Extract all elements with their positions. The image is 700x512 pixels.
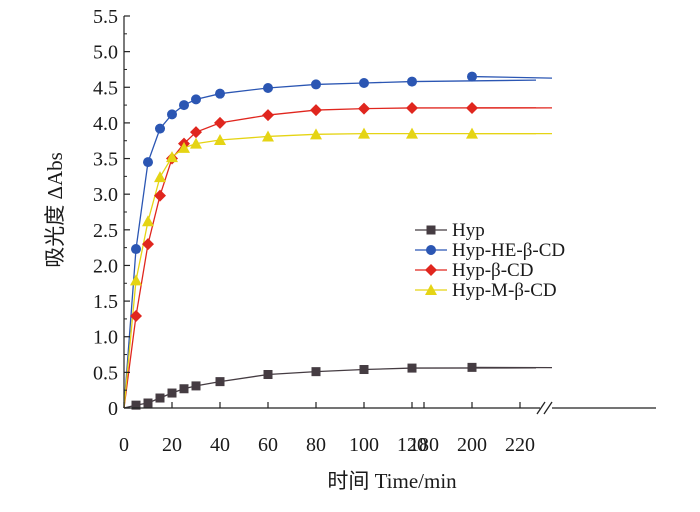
legend-marker: [425, 284, 437, 295]
data-point: [130, 310, 142, 323]
x-axis-label: 时间 Time/min: [327, 469, 457, 493]
legend-label: Hyp-M-β-CD: [452, 280, 557, 301]
data-point: [214, 116, 226, 129]
x-tick-label: 200: [457, 434, 487, 456]
x-tick-label: 0: [119, 434, 129, 456]
x-tick-label: 100: [349, 434, 379, 456]
legend-marker: [426, 225, 436, 235]
y-tick-label: 2.5: [93, 220, 118, 242]
axes: 0 0.5 1.0 1.5 2.0 2.5 3.0 3.5 4.0 4.5 5.0 5.5 0 20 40 6…: [93, 6, 656, 456]
legend-label: Hyp-β-CD: [452, 260, 533, 281]
data-point: [406, 101, 418, 114]
data-point: [178, 141, 190, 153]
data-point: [466, 101, 478, 114]
data-point: [143, 157, 153, 168]
data-point: [155, 393, 165, 403]
y-tick-label: 2.0: [93, 255, 118, 277]
x-tick-label: 120: [397, 434, 427, 456]
x-tick-label: 180: [409, 434, 439, 456]
data-point: [359, 77, 369, 88]
y-tick-label: 0: [108, 398, 118, 420]
data-point: [166, 151, 178, 163]
data-point: [262, 130, 274, 142]
y-tick-label: 3.0: [93, 184, 118, 206]
data-point: [154, 171, 166, 183]
data-point: [262, 109, 274, 122]
y-axis-label: 吸光度 ΔAbs: [43, 152, 67, 268]
data-point: [310, 104, 322, 117]
y-tick-label: 5.5: [93, 6, 118, 28]
data-point: [358, 127, 370, 139]
data-point: [190, 126, 202, 139]
x-tick-label: 20: [162, 434, 182, 456]
data-point: [311, 79, 321, 90]
data-point: [179, 100, 189, 111]
legend-label: Hyp-HE-β-CD: [452, 240, 565, 261]
data-point: [467, 362, 477, 372]
data-point: [215, 88, 225, 99]
data-point: [359, 365, 369, 375]
data-point: [143, 398, 153, 408]
data-point: [263, 82, 273, 93]
data-point: [131, 400, 141, 410]
data-point: [131, 244, 141, 255]
data-point: [407, 76, 417, 87]
y-tick-label: 1.5: [93, 291, 118, 313]
data-point: [167, 388, 177, 398]
data-point: [130, 274, 142, 286]
legend-label: Hyp: [452, 220, 485, 241]
legend-marker: [426, 245, 436, 255]
data-point: [167, 109, 177, 120]
data-point: [311, 367, 321, 377]
data-point: [466, 127, 478, 139]
data-point: [191, 94, 201, 105]
x-tick-label: 40: [210, 434, 230, 456]
data-point: [406, 127, 418, 139]
data-point: [142, 238, 154, 251]
data-point: [190, 137, 202, 149]
x-tick-label: 80: [306, 434, 326, 456]
data-point: [191, 381, 201, 391]
data-point: [154, 189, 166, 202]
y-tick-label: 1.0: [93, 327, 118, 349]
data-point: [155, 123, 165, 134]
data-point: [142, 215, 154, 227]
data-point: [214, 134, 226, 146]
data-point: [263, 370, 273, 380]
x-tick-label: 60: [258, 434, 278, 456]
y-tick-label: 4.5: [93, 77, 118, 99]
x-tick-label: 220: [505, 434, 535, 456]
axis-break-mark: [543, 401, 553, 415]
y-tick-label: 3.5: [93, 149, 118, 171]
y-tick-label: 4.0: [93, 113, 118, 135]
data-point: [310, 128, 322, 140]
y-tick-label: 0.5: [93, 362, 118, 384]
data-point: [215, 377, 225, 387]
data-point: [467, 71, 477, 82]
series-line-1: [471, 75, 553, 79]
data-point: [179, 384, 189, 394]
axis-break-mark: [536, 401, 546, 415]
series-markers: [130, 71, 478, 410]
y-tick-label: 5.0: [93, 42, 118, 64]
legend-marker: [425, 264, 437, 276]
data-point: [407, 363, 417, 373]
data-point: [358, 102, 370, 115]
